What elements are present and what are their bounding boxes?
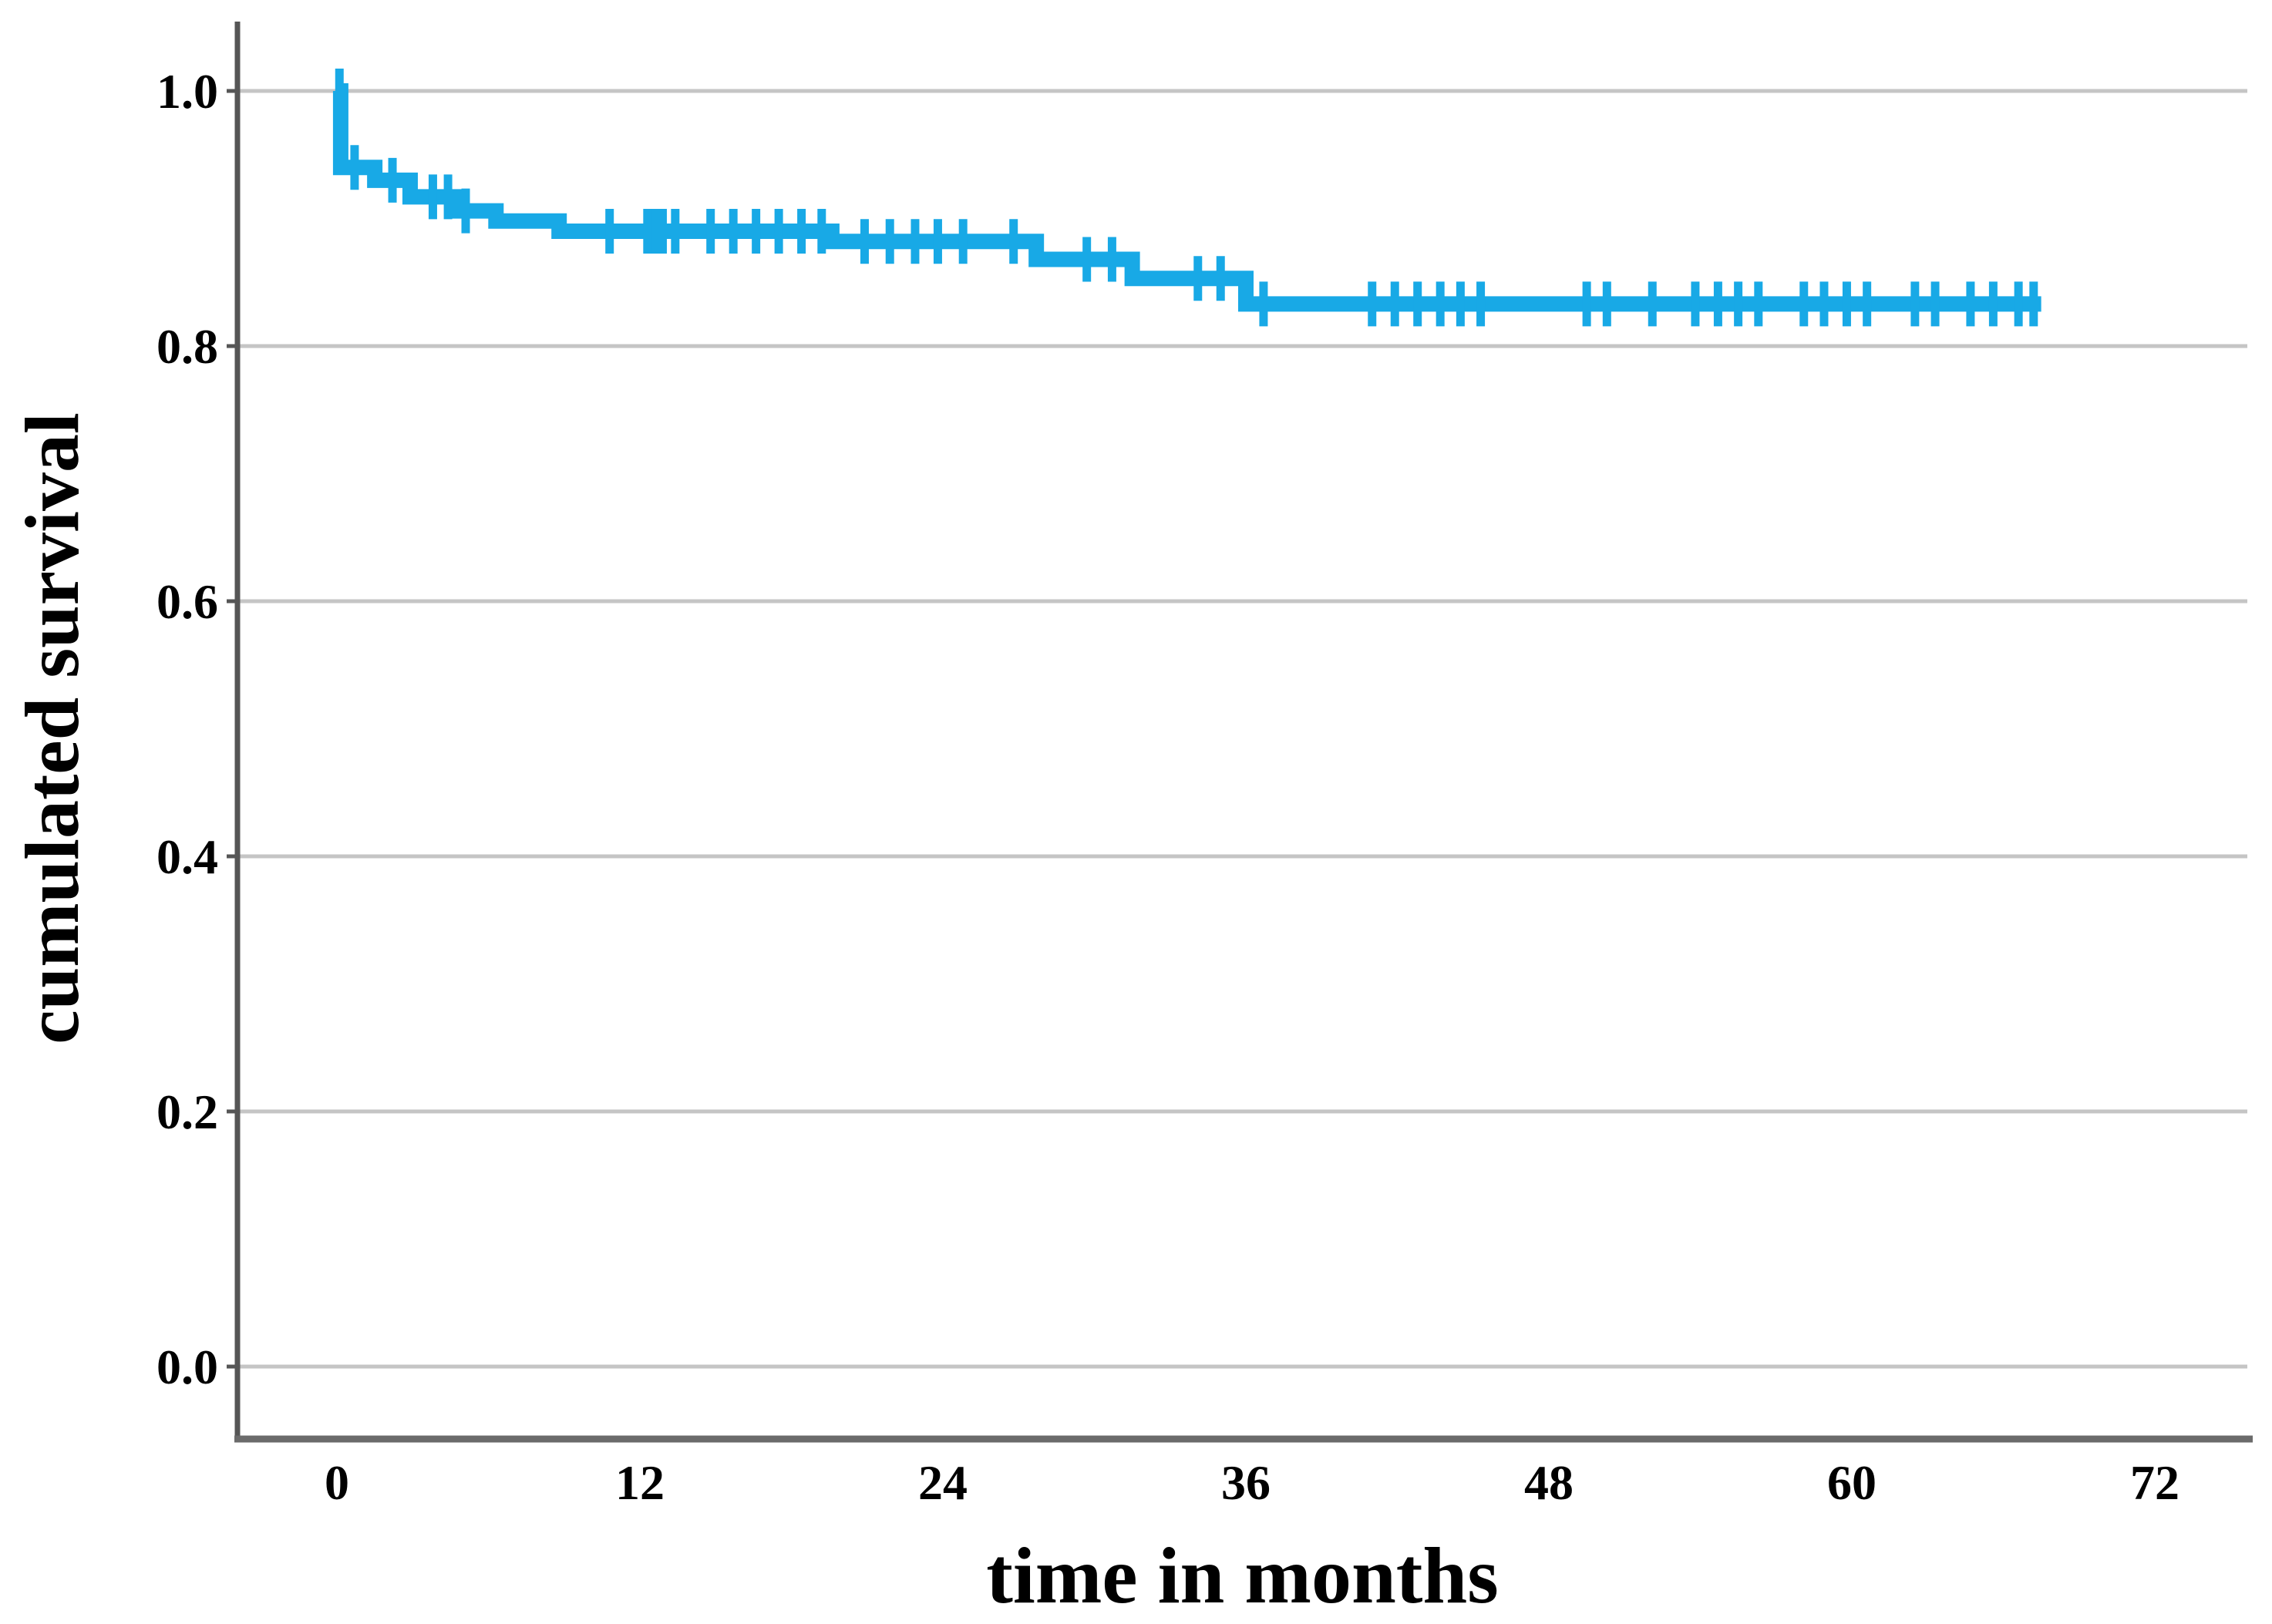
y-tick-label: 0.2 [157,1084,218,1139]
y-tick-label: 0.0 [157,1340,218,1394]
x-tick-label: 60 [1827,1455,1877,1510]
y-tick-label: 1.0 [157,64,218,119]
y-tick-label: 0.6 [157,574,218,629]
x-tick-label: 48 [1524,1455,1574,1510]
x-tick-label: 24 [918,1455,968,1510]
y-tick-label: 0.8 [157,319,218,374]
x-tick-label: 12 [615,1455,665,1510]
x-tick-label: 0 [325,1455,349,1510]
y-axis-title: cumulated survival [9,412,95,1044]
x-axis-title: time in months [986,1532,1499,1620]
y-tick-label: 0.4 [157,829,218,884]
survival-curve [332,83,2041,312]
x-tick-label: 72 [2130,1455,2179,1510]
x-tick-label: 36 [1221,1455,1271,1510]
